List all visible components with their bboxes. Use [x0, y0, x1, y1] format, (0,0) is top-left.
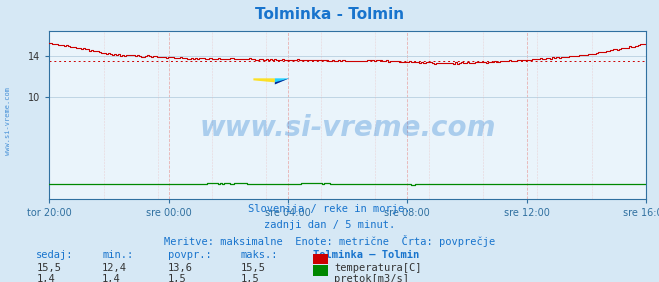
Text: 15,5: 15,5 [36, 263, 61, 273]
Text: zadnji dan / 5 minut.: zadnji dan / 5 minut. [264, 220, 395, 230]
Text: sedaj:: sedaj: [36, 250, 74, 259]
Text: Tolminka - Tolmin: Tolminka - Tolmin [255, 7, 404, 22]
Text: Slovenija / reke in morje.: Slovenija / reke in morje. [248, 204, 411, 214]
Text: 12,4: 12,4 [102, 263, 127, 273]
Text: maks.:: maks.: [241, 250, 278, 259]
Text: pretok[m3/s]: pretok[m3/s] [334, 274, 409, 282]
Text: povpr.:: povpr.: [168, 250, 212, 259]
Text: Meritve: maksimalne  Enote: metrične  Črta: povprečje: Meritve: maksimalne Enote: metrične Črta… [164, 235, 495, 247]
Text: www.si-vreme.com: www.si-vreme.com [5, 87, 11, 155]
Text: 1,4: 1,4 [102, 274, 121, 282]
Polygon shape [275, 78, 289, 84]
Polygon shape [275, 78, 289, 84]
Text: 1,5: 1,5 [241, 274, 259, 282]
Text: www.si-vreme.com: www.si-vreme.com [200, 114, 496, 142]
Text: 15,5: 15,5 [241, 263, 266, 273]
Text: 13,6: 13,6 [168, 263, 193, 273]
Polygon shape [254, 78, 275, 82]
Text: 1,4: 1,4 [36, 274, 55, 282]
Text: Tolminka – Tolmin: Tolminka – Tolmin [313, 250, 419, 259]
Text: temperatura[C]: temperatura[C] [334, 263, 422, 273]
Text: 1,5: 1,5 [168, 274, 186, 282]
Text: min.:: min.: [102, 250, 133, 259]
